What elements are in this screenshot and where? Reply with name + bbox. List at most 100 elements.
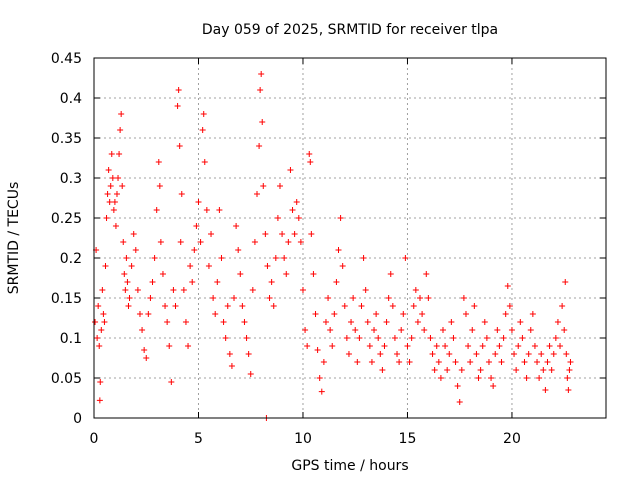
data-point [538, 351, 545, 357]
data-point [325, 295, 332, 301]
data-point [299, 287, 306, 293]
data-point [285, 239, 292, 245]
data-point [437, 375, 444, 381]
data-point [266, 295, 273, 301]
data-point [112, 223, 119, 229]
data-point [561, 327, 568, 333]
data-point [417, 295, 424, 301]
data-point [517, 319, 524, 325]
data-point [293, 199, 300, 205]
data-point [132, 247, 139, 253]
data-point [185, 343, 192, 349]
data-point [122, 287, 129, 293]
data-point [327, 327, 334, 333]
data-point [521, 359, 528, 365]
data-point [366, 343, 373, 349]
data-point [525, 351, 532, 357]
data-point [98, 327, 105, 333]
data-point [210, 295, 217, 301]
data-point [488, 375, 495, 381]
data-point [404, 343, 411, 349]
data-point [120, 239, 127, 245]
data-point [469, 327, 476, 333]
data-point [458, 367, 465, 373]
data-point [264, 263, 271, 269]
data-point [508, 327, 515, 333]
data-point [141, 347, 148, 353]
data-point [379, 367, 386, 373]
data-point [136, 311, 143, 317]
data-point [257, 87, 264, 93]
data-point [419, 311, 426, 317]
data-point [427, 335, 434, 341]
data-point [485, 359, 492, 365]
data-point [562, 279, 569, 285]
data-point [208, 231, 215, 237]
data-point [429, 351, 436, 357]
data-point [523, 375, 530, 381]
data-point [352, 327, 359, 333]
data-point [540, 367, 547, 373]
data-point [245, 351, 252, 357]
data-point [348, 319, 355, 325]
data-point [527, 327, 534, 333]
data-point [118, 111, 125, 117]
data-point [306, 151, 313, 157]
data-point [164, 319, 171, 325]
data-point [259, 119, 266, 125]
data-point [471, 303, 478, 309]
data-point [276, 183, 283, 189]
data-point [554, 319, 561, 325]
data-point [105, 167, 112, 173]
data-point [339, 263, 346, 269]
data-point [191, 247, 198, 253]
data-point [391, 335, 398, 341]
data-point [283, 271, 290, 277]
data-point [385, 295, 392, 301]
data-point [256, 143, 263, 149]
x-tick-label: 15 [399, 431, 417, 447]
data-point [456, 399, 463, 405]
data-point [289, 207, 296, 213]
data-point [377, 351, 384, 357]
data-point [316, 375, 323, 381]
data-point [483, 335, 490, 341]
data-point [145, 311, 152, 317]
data-point [233, 223, 240, 229]
data-point [239, 303, 246, 309]
data-point [565, 387, 572, 393]
data-point [235, 247, 242, 253]
data-point [254, 191, 261, 197]
data-point [368, 359, 375, 365]
y-tick-label: 0.45 [51, 51, 82, 67]
y-tick-label: 0.15 [51, 291, 82, 307]
data-point [396, 359, 403, 365]
data-point [519, 335, 526, 341]
data-point [371, 327, 378, 333]
data-point [295, 215, 302, 221]
data-point [262, 231, 269, 237]
data-point [231, 295, 238, 301]
data-point [222, 335, 229, 341]
data-point [398, 327, 405, 333]
data-point [125, 303, 132, 309]
data-point [343, 335, 350, 341]
data-point [308, 231, 315, 237]
data-point [373, 311, 380, 317]
data-point [335, 247, 342, 253]
data-point [156, 183, 163, 189]
x-tick-label: 10 [294, 431, 312, 447]
data-point [479, 343, 486, 349]
data-point [96, 343, 103, 349]
data-point [111, 199, 118, 205]
data-point [318, 388, 325, 395]
data-points [92, 71, 574, 421]
data-point [534, 359, 541, 365]
data-point [218, 255, 225, 261]
data-point [121, 271, 128, 277]
data-point [170, 287, 177, 293]
data-point [119, 183, 126, 189]
data-point [216, 207, 223, 213]
data-point [151, 255, 158, 261]
